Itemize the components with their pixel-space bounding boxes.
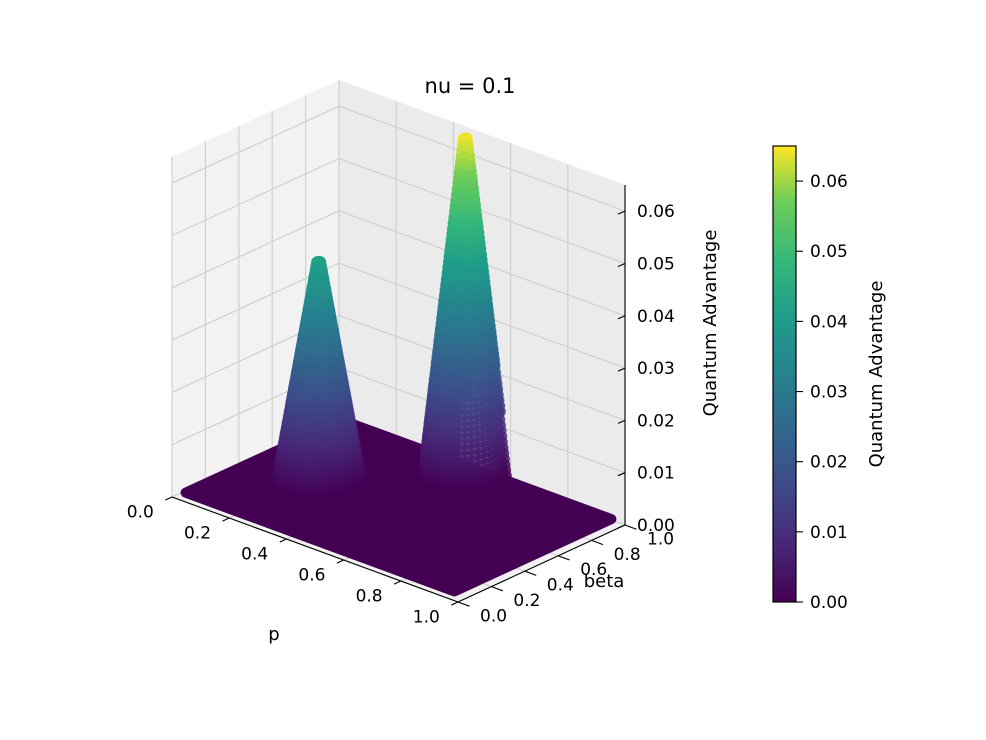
gridline-z xyxy=(171,262,626,369)
x-axis-label: p xyxy=(268,624,279,645)
x-tick-label: 0.2 xyxy=(184,524,211,544)
y-tick xyxy=(524,570,537,576)
data-point xyxy=(448,486,459,497)
colorbar: 0.00 0.01 0.02 0.03 0.04 0.05 0.06 Quantum Adv… xyxy=(772,145,887,613)
z-tick xyxy=(617,262,626,267)
data-scatter-points xyxy=(180,132,617,597)
colorbar-tick-label: 0.05 xyxy=(810,242,848,262)
z-tick-label: 0.06 xyxy=(637,202,675,222)
z-tick xyxy=(617,315,626,320)
colorbar-ticks: 0.00 0.01 0.02 0.03 0.04 0.05 0.06 xyxy=(796,172,848,613)
y-tick-label: 0.0 xyxy=(480,606,507,626)
axes-ticks: 0.00.20.40.60.81.0 0.00.20.40.60.81.00.00… xyxy=(127,202,675,627)
x-tick xyxy=(165,496,173,501)
colorbar-gradient xyxy=(772,145,797,603)
colorbar-tick-label: 0.03 xyxy=(810,383,848,403)
x-tick xyxy=(222,517,230,522)
x-tick-label: 1.0 xyxy=(413,608,440,628)
z-tick xyxy=(617,210,626,215)
z-tick-label: 0.04 xyxy=(637,307,675,327)
y-tick-label: 0.2 xyxy=(513,591,540,611)
x-tick xyxy=(279,538,287,543)
colorbar-tick-label: 0.02 xyxy=(810,453,848,473)
gridline-z xyxy=(171,157,626,265)
colorbar-tick-label: 0.00 xyxy=(810,593,848,613)
z-tick-label: 0.00 xyxy=(637,516,675,536)
data-point xyxy=(463,485,474,497)
x-tick xyxy=(336,559,344,564)
chart-title: nu = 0.1 xyxy=(425,74,516,98)
x-tick xyxy=(393,580,402,585)
x-axis-line xyxy=(171,496,459,603)
z-tick-label: 0.01 xyxy=(637,464,675,484)
y-tick xyxy=(624,524,637,530)
colorbar-tick-label: 0.01 xyxy=(810,523,848,543)
data-point xyxy=(455,486,466,497)
y-tick-label: 0.6 xyxy=(580,560,607,580)
z-axis-label: Quantum Advantage xyxy=(700,230,721,417)
y-axis-line xyxy=(457,524,626,603)
y-tick xyxy=(491,586,504,592)
data-point xyxy=(301,494,312,505)
y-tick-label: 0.4 xyxy=(547,576,574,596)
gridline-z xyxy=(171,210,626,317)
colorbar-label: Quantum Advantage xyxy=(866,281,887,468)
gridline-z xyxy=(171,314,626,421)
z-tick xyxy=(617,472,626,477)
z-tick-label: 0.02 xyxy=(637,411,675,431)
y-tick xyxy=(457,601,470,607)
y-tick xyxy=(591,539,604,546)
x-tick-label: 0.4 xyxy=(241,545,268,565)
x-tick xyxy=(451,601,459,606)
colorbar-tick-label: 0.06 xyxy=(810,172,848,192)
gridline-z xyxy=(171,105,626,212)
z-tick xyxy=(617,419,626,424)
axes-lines xyxy=(171,185,626,603)
y-tick-label: 1.0 xyxy=(647,529,674,549)
colorbar-tick-label: 0.04 xyxy=(810,312,848,332)
y-axis-label: beta xyxy=(584,571,625,592)
z-tick-label: 0.03 xyxy=(637,359,675,379)
y-tick-label: 0.8 xyxy=(614,545,641,565)
x-tick-label: 0.6 xyxy=(298,566,325,586)
z-tick xyxy=(617,524,626,529)
x-tick-label: 0.0 xyxy=(127,503,154,523)
z-tick xyxy=(617,367,626,372)
z-tick-label: 0.05 xyxy=(637,255,675,275)
y-tick xyxy=(558,555,570,561)
x-tick-label: 0.8 xyxy=(356,587,383,607)
